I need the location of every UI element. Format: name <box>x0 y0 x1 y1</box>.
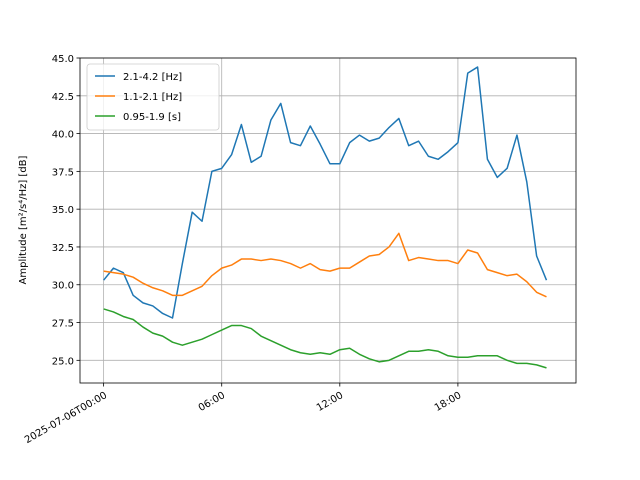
x-tick-label: 2025-07-06T00:00 <box>23 390 109 446</box>
x-tick-label: 12:00 <box>315 390 345 414</box>
plot-frame <box>79 57 577 384</box>
y-tick-label: 42.5 <box>52 92 74 103</box>
legend-box <box>86 63 220 131</box>
y-tick-label: 35.0 <box>52 205 74 216</box>
legend-label: 0.95-1.9 [s] <box>123 112 181 123</box>
y-tick-label: 45.0 <box>52 54 74 65</box>
legend-label: 1.1-2.1 [Hz] <box>123 92 182 103</box>
series-line-3 <box>103 308 547 369</box>
y-tick-label: 30.0 <box>52 281 74 292</box>
x-tick-label: 06:00 <box>197 390 227 414</box>
x-tick-label: 18:00 <box>433 390 463 414</box>
y-axis-label: Amplitude [m²/s⁴/Hz] [dB] <box>18 155 29 284</box>
y-tick-label: 32.5 <box>52 243 74 254</box>
series-line-1 <box>103 66 548 319</box>
series-line-2 <box>103 232 547 298</box>
y-tick-label: 25.0 <box>52 356 74 367</box>
y-tick-label: 40.0 <box>52 130 74 141</box>
legend: 2.1-4.2 [Hz] 1.1-2.1 [Hz] 0.95-1.9 [s] <box>86 63 220 131</box>
x-axis-ticks: 2025-07-06T00:00 06:00 12:00 18:00 <box>23 383 463 446</box>
legend-label: 2.1-4.2 [Hz] <box>123 72 182 83</box>
y-tick-label: 37.5 <box>52 167 74 178</box>
series-lines <box>103 66 548 369</box>
y-tick-label: 27.5 <box>52 319 74 330</box>
y-axis-ticks: 25.0 27.5 30.0 32.5 35.0 37.5 40.0 42.5 45.0 <box>52 54 80 367</box>
